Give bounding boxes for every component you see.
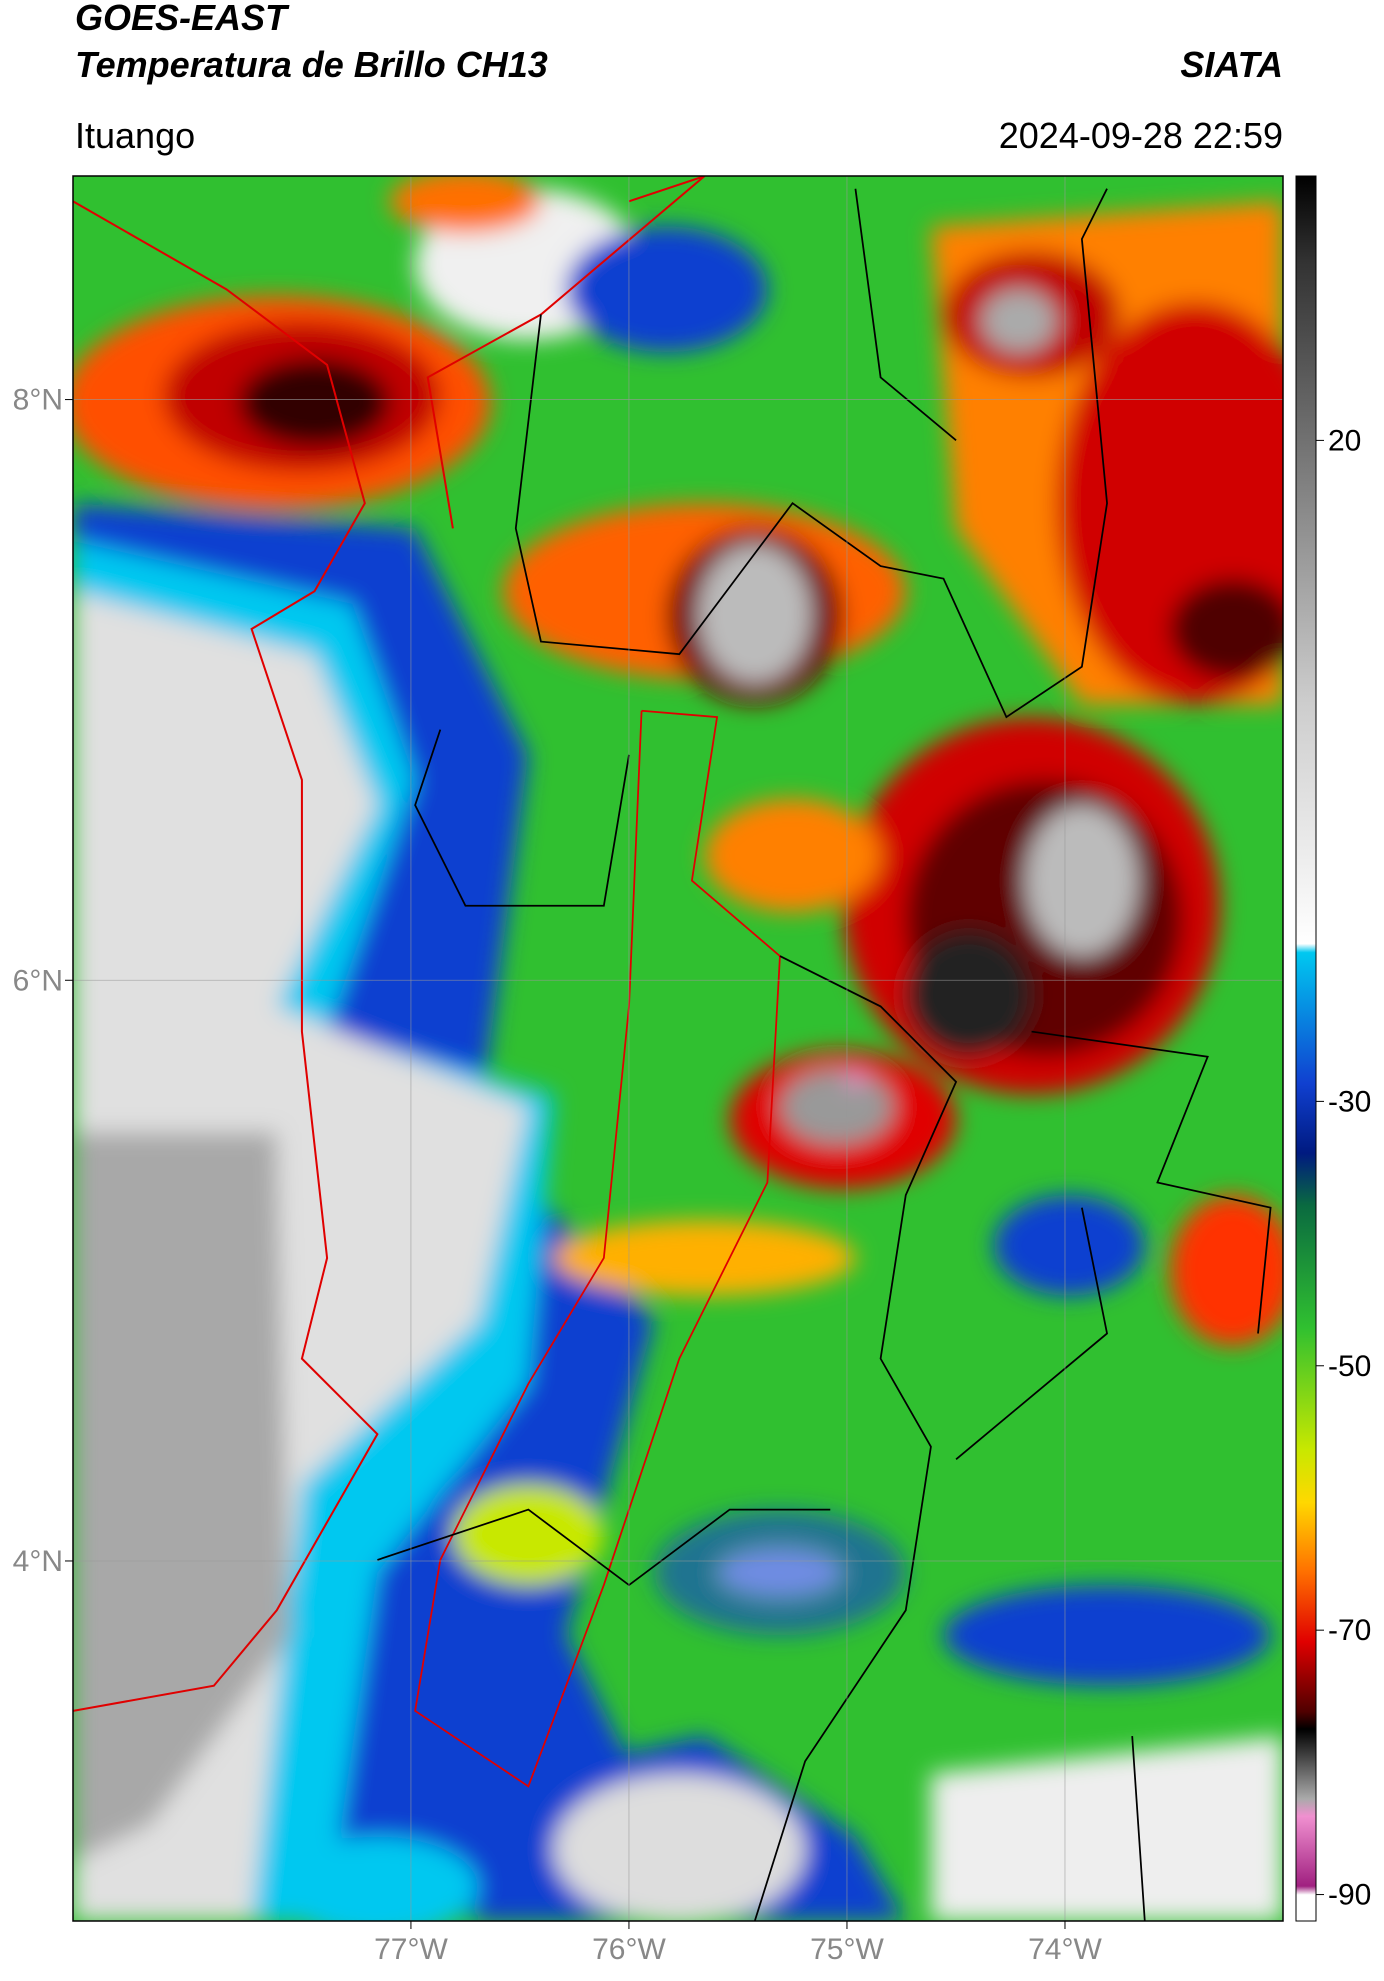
x-tick-label: 75°W: [810, 1933, 884, 1966]
location: Ituango: [75, 115, 195, 156]
y-tick-label: 6°N: [13, 964, 63, 997]
borders: [73, 176, 1272, 1921]
colorbar-tick-label: -70: [1328, 1614, 1371, 1647]
labels: 77°W 76°W 75°W 74°W 8°N 6°N 4°N 20 -30 -50 -70 -90: [13, 384, 1372, 1966]
source: SIATA: [1180, 44, 1283, 85]
subtitle: Temperatura de Brillo CH13: [75, 44, 548, 85]
title: GOES-EAST: [75, 0, 290, 38]
colorbar: [1295, 175, 1317, 1922]
colorbar-tick-label: -30: [1328, 1085, 1371, 1118]
colorbar-tick-label: 20: [1328, 424, 1361, 457]
colorbar-tick-label: -90: [1328, 1879, 1371, 1912]
x-tick-label: 74°W: [1028, 1933, 1102, 1966]
map-frame: [72, 175, 1284, 1922]
y-tick-label: 8°N: [13, 384, 63, 417]
x-tick-label: 76°W: [592, 1933, 666, 1966]
graticule: [73, 176, 1283, 1921]
y-tick-label: 4°N: [13, 1545, 63, 1578]
satellite-image: [73, 176, 1283, 1921]
x-tick-label: 77°W: [374, 1933, 448, 1966]
colorbar-tick-label: -50: [1328, 1350, 1371, 1383]
datetime: 2024-09-28 22:59: [999, 115, 1283, 156]
